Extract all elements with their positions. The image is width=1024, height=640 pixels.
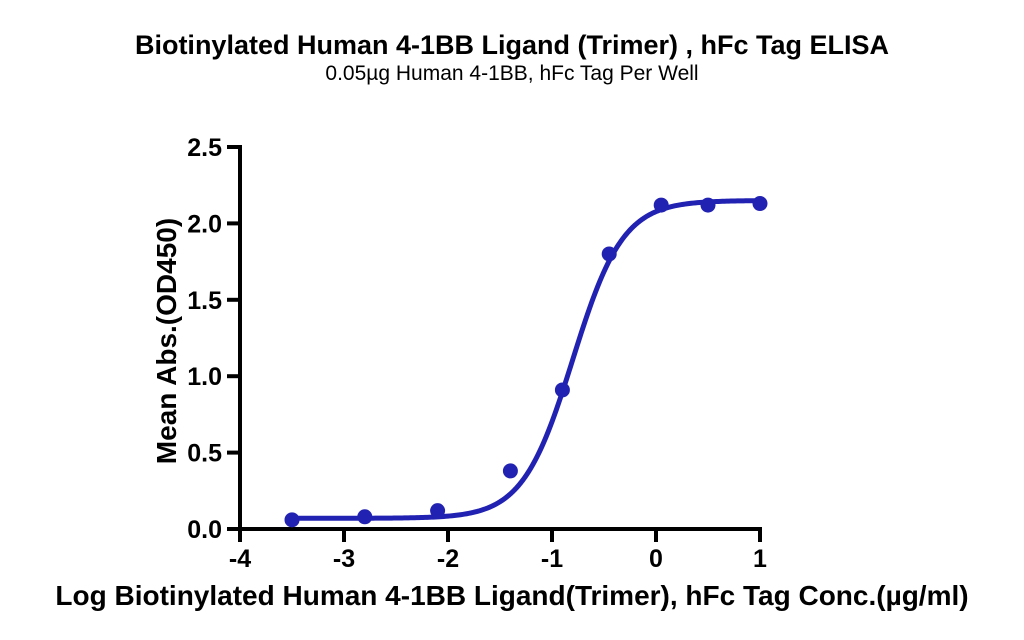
data-point xyxy=(554,382,570,398)
y-tick-label: 0.0 xyxy=(187,516,222,544)
data-point xyxy=(752,196,768,212)
x-tick-label: -1 xyxy=(541,545,563,573)
chart-title: Biotinylated Human 4-1BB Ligand (Trimer)… xyxy=(134,30,890,60)
data-point xyxy=(653,197,669,213)
data-point xyxy=(502,463,518,479)
y-tick-label: 1.5 xyxy=(187,287,222,315)
data-point xyxy=(430,503,446,519)
y-tick-label: 0.5 xyxy=(187,440,222,468)
x-tick-label: -3 xyxy=(333,545,355,573)
x-tick-label: -2 xyxy=(437,545,459,573)
data-point xyxy=(284,512,300,528)
chart-subtitle: 0.05µg Human 4-1BB, hFc Tag Per Well xyxy=(325,62,699,85)
x-tick-label: 1 xyxy=(753,545,767,573)
y-tick-label: 2.5 xyxy=(187,134,222,162)
x-tick-label: -4 xyxy=(229,545,251,573)
x-axis-ticks: -4 -3 -2 -1 0 1 xyxy=(229,529,767,573)
data-points xyxy=(284,196,768,528)
data-point xyxy=(700,197,716,213)
fit-curve xyxy=(289,198,763,521)
y-tick-label: 1.0 xyxy=(187,363,222,391)
data-point xyxy=(357,509,373,525)
axes xyxy=(238,145,762,531)
x-axis-title: Log Biotinylated Human 4-1BB Ligand(Trim… xyxy=(55,580,969,611)
data-point xyxy=(601,246,617,262)
x-tick-label: 0 xyxy=(649,545,663,573)
y-axis-ticks: 0.0 0.5 1.0 1.5 2.0 2.5 xyxy=(187,134,240,544)
y-tick-label: 2.0 xyxy=(187,210,222,238)
